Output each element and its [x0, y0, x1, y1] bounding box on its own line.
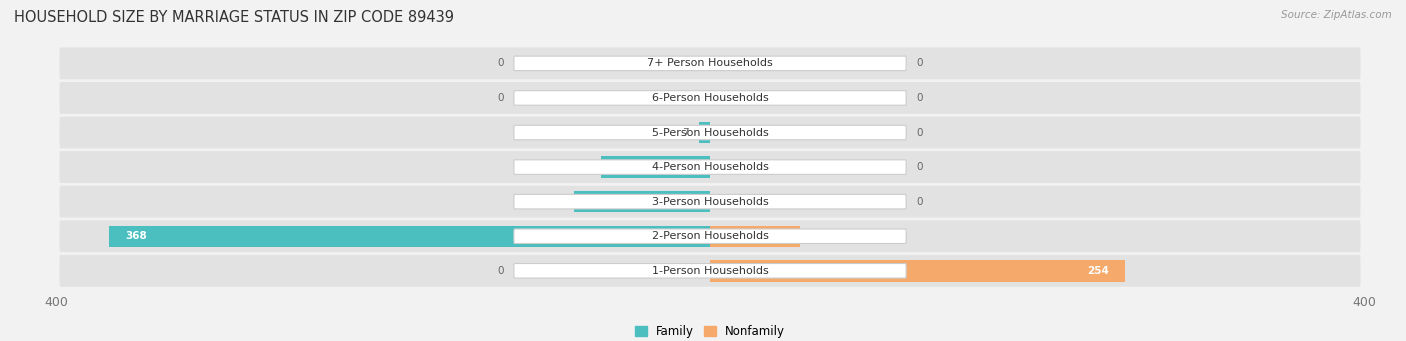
Text: 55: 55: [769, 231, 783, 241]
Bar: [699, 122, 710, 143]
Text: 5-Person Households: 5-Person Households: [651, 128, 769, 137]
Bar: [600, 157, 710, 178]
Text: 0: 0: [915, 162, 922, 172]
Bar: [710, 225, 800, 247]
Bar: [108, 225, 710, 247]
Text: Source: ZipAtlas.com: Source: ZipAtlas.com: [1281, 10, 1392, 20]
Text: 0: 0: [915, 128, 922, 137]
Legend: Family, Nonfamily: Family, Nonfamily: [630, 321, 790, 341]
FancyBboxPatch shape: [515, 56, 905, 71]
FancyBboxPatch shape: [59, 255, 1361, 287]
FancyBboxPatch shape: [515, 264, 905, 278]
FancyBboxPatch shape: [59, 220, 1361, 252]
Text: 2-Person Households: 2-Person Households: [651, 231, 769, 241]
Text: HOUSEHOLD SIZE BY MARRIAGE STATUS IN ZIP CODE 89439: HOUSEHOLD SIZE BY MARRIAGE STATUS IN ZIP…: [14, 10, 454, 25]
FancyBboxPatch shape: [59, 186, 1361, 218]
Text: 0: 0: [498, 266, 505, 276]
FancyBboxPatch shape: [515, 160, 905, 174]
Text: 3-Person Households: 3-Person Households: [651, 197, 769, 207]
FancyBboxPatch shape: [59, 117, 1361, 148]
Text: 7: 7: [682, 128, 689, 137]
Text: 4-Person Households: 4-Person Households: [651, 162, 769, 172]
FancyBboxPatch shape: [59, 151, 1361, 183]
FancyBboxPatch shape: [515, 194, 905, 209]
Text: 7+ Person Households: 7+ Person Households: [647, 58, 773, 69]
FancyBboxPatch shape: [59, 47, 1361, 79]
Text: 254: 254: [1087, 266, 1109, 276]
Text: 1-Person Households: 1-Person Households: [651, 266, 769, 276]
Text: 0: 0: [915, 93, 922, 103]
Text: 0: 0: [915, 197, 922, 207]
FancyBboxPatch shape: [59, 82, 1361, 114]
Text: 6-Person Households: 6-Person Households: [651, 93, 769, 103]
FancyBboxPatch shape: [515, 125, 905, 140]
Text: 0: 0: [915, 58, 922, 69]
FancyBboxPatch shape: [515, 91, 905, 105]
Text: 67: 67: [617, 162, 631, 172]
Bar: [575, 191, 710, 212]
Text: 83: 83: [591, 197, 605, 207]
Text: 0: 0: [498, 93, 505, 103]
Bar: [710, 260, 1125, 282]
FancyBboxPatch shape: [515, 229, 905, 243]
Text: 368: 368: [125, 231, 146, 241]
Text: 0: 0: [498, 58, 505, 69]
